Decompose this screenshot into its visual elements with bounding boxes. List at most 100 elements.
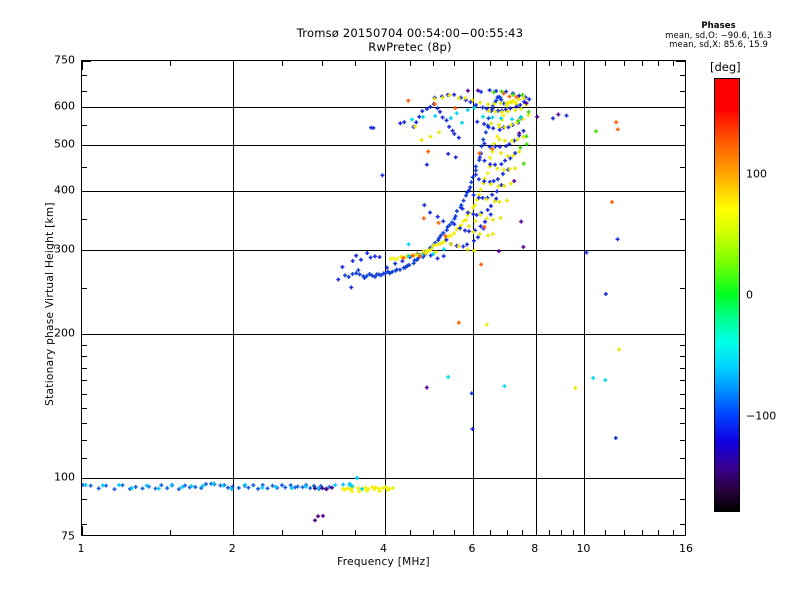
y-axis-tick-right (676, 107, 685, 109)
y-axis-tick-label: 300 (54, 242, 75, 256)
gridline-vertical (535, 61, 537, 535)
gridline-vertical (233, 61, 235, 535)
x-axis-tick (355, 530, 357, 535)
y-axis-tick-right (680, 499, 685, 501)
x-axis-tick (281, 530, 283, 535)
y-axis-tick (82, 218, 87, 220)
x-axis-tick (641, 530, 643, 535)
y-axis-tick (82, 75, 87, 77)
figure-title: Tromsø 20150704 00:54:00−00:55:43 RwPret… (150, 26, 670, 54)
x-axis-tick (521, 530, 523, 535)
x-axis-tick-top (584, 61, 586, 70)
x-axis-tick-top (384, 61, 386, 70)
y-axis-tick-right (680, 166, 685, 168)
y-axis-tick (82, 107, 91, 109)
gridline-horizontal (82, 107, 685, 109)
gridline-vertical (584, 61, 586, 535)
phase-stats-o-mode: mean, sd,O: −90.6, 16.3 (665, 30, 772, 41)
x-axis-tick-top (453, 61, 455, 66)
y-axis-tick-right (680, 90, 685, 92)
y-axis-tick (82, 190, 91, 192)
gridline-horizontal (82, 250, 685, 252)
scatter-series (83, 476, 360, 492)
colorbar-tick-label: 100 (746, 167, 767, 181)
scatter-layer (82, 88, 622, 523)
gridline-vertical (384, 61, 386, 535)
y-axis-tick (82, 477, 91, 479)
x-axis-tick-top (233, 61, 235, 70)
y-axis-tick-right (676, 61, 685, 62)
y-axis-tick-right (680, 393, 685, 395)
title-line-2: RwPretec (8p) (368, 40, 452, 54)
scatter-series (401, 91, 620, 325)
x-axis-tick-top (535, 61, 537, 70)
y-axis-tick-right (680, 523, 685, 525)
gridline-vertical (472, 61, 474, 535)
y-axis-tick-right (680, 288, 685, 290)
x-axis-tick-top (605, 61, 607, 66)
x-axis-tick (384, 526, 386, 535)
y-axis-tick (82, 457, 87, 459)
y-axis-tick-right (676, 477, 685, 479)
y-axis-tick (82, 380, 87, 382)
y-axis-tick (82, 125, 87, 127)
x-axis-tick-top (355, 61, 357, 66)
x-axis-tick (170, 530, 172, 535)
y-axis-tick-right (680, 356, 685, 358)
y-axis-tick (82, 523, 87, 525)
y-axis-tick-right (680, 367, 685, 369)
x-axis-tick-top (657, 61, 659, 66)
x-axis-tick-top (672, 61, 674, 66)
scatter-series (350, 105, 608, 491)
colorbar-tick-label: 0 (746, 288, 753, 302)
x-axis-tick-top (548, 61, 550, 66)
y-axis-tick-right (680, 218, 685, 220)
y-axis-tick (82, 407, 87, 409)
y-axis-tick (82, 499, 87, 501)
x-axis-tick-top (641, 61, 643, 66)
x-axis-tick (584, 526, 586, 535)
x-axis-tick-top (170, 61, 172, 66)
y-axis-tick (82, 356, 87, 358)
plot-area (81, 60, 686, 536)
y-axis-tick-right (680, 125, 685, 127)
scatter-series (405, 93, 622, 390)
gridline-horizontal (82, 190, 685, 192)
y-axis-tick (82, 423, 87, 425)
x-axis-tick (672, 530, 674, 535)
y-axis-tick (82, 166, 87, 168)
y-axis-tick (82, 250, 91, 252)
x-axis-tick-label: 6 (468, 542, 476, 555)
y-axis-tick (82, 61, 91, 62)
y-axis-tick-label: 75 (61, 529, 75, 543)
x-axis-tick-top (490, 61, 492, 66)
scatter-series (341, 485, 395, 494)
y-axis-tick-right (676, 250, 685, 252)
x-axis-tick (561, 530, 563, 535)
x-axis-tick-top (521, 61, 523, 66)
y-axis-tick-label: 400 (54, 183, 75, 197)
y-axis-tick-right (676, 144, 685, 146)
y-axis-tick (82, 90, 87, 92)
y-axis-title: Stationary phase Virtual Height [km] (44, 202, 56, 406)
y-axis-tick-right (680, 380, 685, 382)
x-axis-tick (453, 530, 455, 535)
x-axis-tick (472, 526, 474, 535)
x-axis-tick-label: 16 (679, 542, 693, 555)
scatter-series (491, 89, 599, 166)
colorbar-unit-label: [deg] (710, 60, 741, 74)
x-axis-tick-top (506, 61, 508, 66)
y-axis-tick-right (680, 457, 685, 459)
y-axis-tick-right (680, 423, 685, 425)
phase-stats-heading: Phases (701, 21, 736, 31)
x-axis-tick (624, 530, 626, 535)
title-line-1: Tromsø 20150704 00:54:00−00:55:43 (296, 26, 524, 40)
colorbar-tick-label: −100 (746, 409, 777, 423)
x-axis-tick (490, 530, 492, 535)
x-axis-tick-label: 4 (380, 542, 387, 555)
x-axis-tick-top (561, 61, 563, 66)
x-axis-tick (605, 530, 607, 535)
gridline-horizontal (82, 144, 685, 146)
x-axis-tick-label: 8 (531, 542, 539, 555)
